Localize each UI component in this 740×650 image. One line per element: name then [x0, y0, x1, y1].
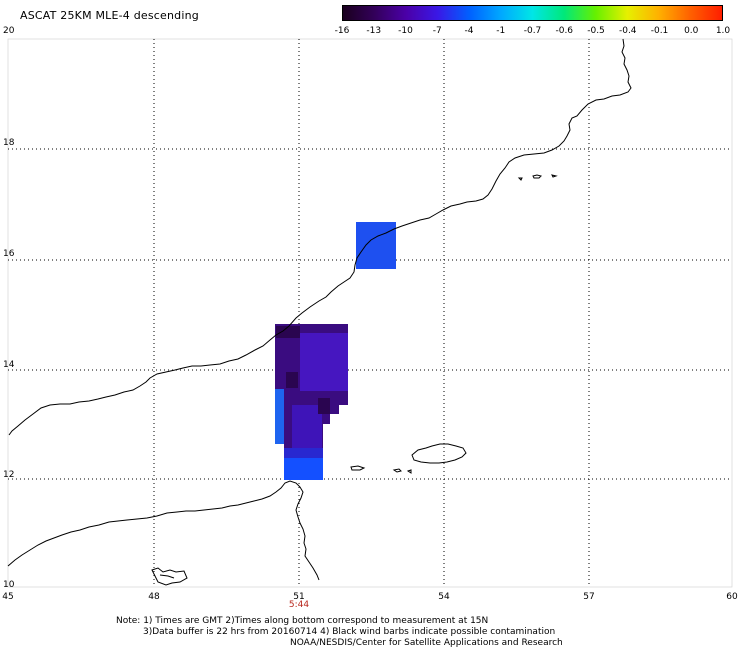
colorbar-tick-label: -1	[496, 26, 506, 36]
coastlines	[7, 38, 632, 586]
coastline-africa	[7, 480, 320, 581]
colorbar-labels: -16 -13 -10 -7 -4 -1 -0.7 -0.6 -0.5 -0.4 -0.1 0.0 1.…	[330, 26, 735, 38]
swath-cell-south	[284, 457, 323, 480]
colorbar-tick-label: -0.7	[523, 26, 542, 36]
lon-label-51: 51	[293, 592, 305, 602]
colorbar-tick-label: -7	[432, 26, 442, 36]
lon-label-57: 57	[583, 592, 595, 602]
island-6	[551, 174, 558, 178]
grid-lines	[8, 39, 732, 587]
note-line-1: Note: 1) Times are GMT 2)Times along bot…	[116, 616, 489, 626]
island-1	[350, 465, 366, 471]
island-5	[532, 174, 542, 179]
coastline-socotra	[411, 443, 467, 464]
colorbar-tick-label: -4	[464, 26, 474, 36]
swath-cells-indigo	[300, 333, 348, 391]
swath-cell-north	[356, 222, 396, 269]
colorbar-tick-label: -13	[366, 26, 382, 36]
island-2	[392, 468, 402, 473]
lon-label-45: 45	[2, 592, 14, 602]
swath-cell-west	[275, 389, 285, 444]
lat-label-14: 14	[3, 360, 15, 370]
colorbar-tick-label: -16	[334, 26, 350, 36]
lat-label-10: 10	[3, 580, 15, 590]
lat-label-12: 12	[3, 470, 15, 480]
ascat-swath	[275, 222, 396, 480]
colorbar-tick-label: -0.6	[555, 26, 574, 36]
lat-label-16: 16	[3, 249, 15, 259]
coastline-arabia	[8, 38, 632, 436]
lon-label-54: 54	[438, 592, 450, 602]
lat-label-20: 20	[3, 26, 15, 36]
lon-label-48: 48	[148, 592, 160, 602]
colorbar-tick-label: -0.1	[650, 26, 669, 36]
swath-cells-dark-3	[318, 398, 330, 414]
swath-cells-dark-2	[286, 372, 298, 388]
note-line-2: 3)Data buffer is 22 hrs from 20160714 4)…	[143, 627, 556, 637]
lon-label-60: 60	[726, 592, 738, 602]
island-3	[406, 469, 412, 474]
colorbar	[342, 5, 723, 21]
swath-cells-dark	[276, 326, 300, 338]
colorbar-tick-label: -0.5	[587, 26, 605, 36]
chart-title: ASCAT 25KM MLE-4 descending	[20, 9, 199, 22]
colorbar-tick-label: 1.0	[715, 26, 731, 36]
lat-label-18: 18	[3, 138, 15, 148]
colorbar-tick-label: 0.0	[684, 26, 699, 36]
island-4	[517, 177, 523, 181]
colorbar-tick-label: -0.4	[618, 26, 637, 36]
colorbar-tick-label: -10	[398, 26, 413, 36]
note-line-3: NOAA/NESDIS/Center for Satellite Applica…	[290, 638, 563, 648]
plot-frame	[7, 38, 733, 588]
coastline-somalia-fragment	[151, 567, 188, 586]
pass-time-label: 5:44	[288, 600, 310, 610]
swath-cells-blue-strip	[284, 448, 323, 458]
